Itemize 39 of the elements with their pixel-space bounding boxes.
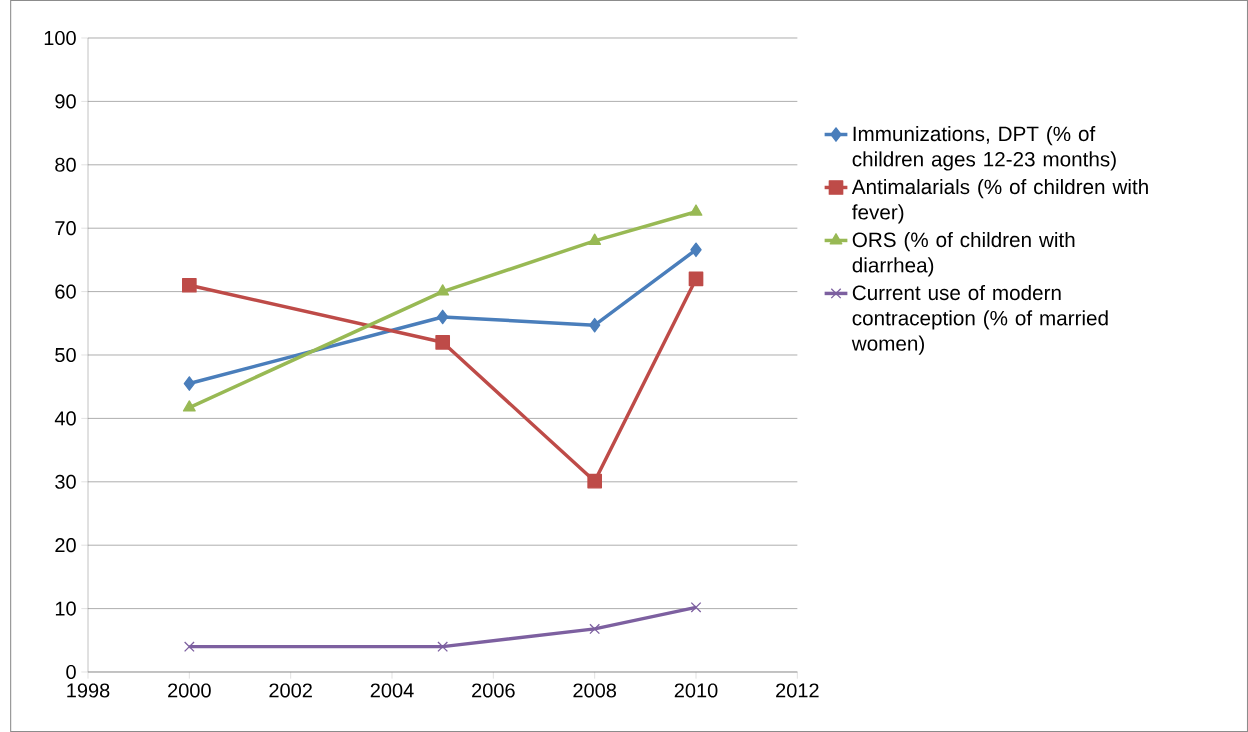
x-tick-label: 2008 (573, 683, 617, 698)
point (589, 623, 601, 635)
y-tick-label: 80 (55, 157, 76, 172)
point (690, 601, 702, 613)
y-tick-label: 0 (66, 664, 76, 680)
point (688, 271, 704, 287)
y-tick-label: 10 (55, 601, 76, 616)
point (437, 309, 449, 325)
x-tick-label: 2002 (269, 683, 312, 698)
point (183, 641, 195, 653)
point (689, 204, 703, 216)
point (587, 473, 603, 489)
point (182, 277, 197, 293)
y-tick-label: 100 (44, 30, 76, 46)
y-tick-label: 30 (55, 474, 76, 489)
y-tick-label: 90 (55, 94, 76, 109)
y-tick-label: 40 (54, 411, 76, 426)
point (182, 400, 196, 412)
legend-label: Immunizations, DPT (% of children ages 12-23 months) (852, 126, 1116, 171)
x-tick-label: 2010 (674, 683, 718, 698)
point (435, 334, 451, 350)
x-tick-label: 2000 (168, 683, 211, 698)
x-tick-label: 1998 (67, 683, 110, 698)
x-tick-label: 2012 (776, 683, 819, 698)
y-tick-label: 50 (55, 347, 76, 363)
x-tick-label: 2004 (370, 683, 414, 698)
point (589, 317, 601, 333)
y-tick-label: 70 (55, 221, 76, 236)
legend-label: Antimalarials (% of children with fever) (851, 179, 1148, 224)
point (588, 233, 602, 245)
legend-label: ORS (% of children with diarrhea) (852, 231, 1075, 277)
legend-label: Current use of modern contraception (% of married women) (851, 284, 1108, 355)
y-tick-label: 20 (55, 538, 76, 553)
point (437, 641, 449, 653)
point (183, 376, 196, 391)
point (690, 242, 702, 258)
x-tick-label: 2006 (472, 683, 515, 698)
point (436, 284, 450, 296)
y-tick-label: 60 (55, 284, 76, 299)
